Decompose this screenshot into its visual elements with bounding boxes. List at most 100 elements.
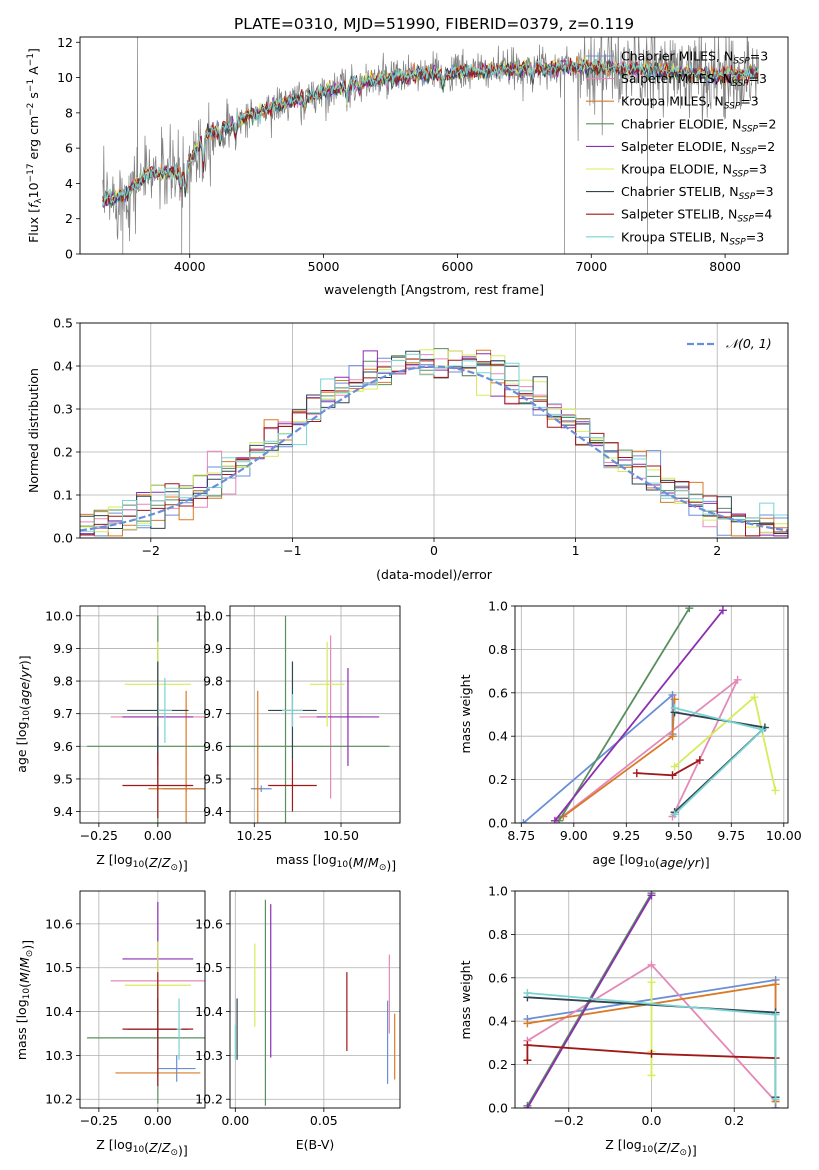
series-marker-salpeter_stelib (695, 756, 704, 765)
label-part: Z [log (96, 852, 132, 867)
massweight_vs_age-panel: 8.75 9.00 9.25 9.50 9.75 10.00 0.0 0.2 0.4 0.6 0.8… (458, 599, 802, 871)
axes-frame (229, 605, 401, 824)
label-part: ⊙ (170, 863, 178, 873)
label-part: λ (34, 198, 44, 204)
legend: Chabrier MILES, NSSP=3 Salpeter MILES, N S… (586, 49, 776, 247)
label-part: SSP (732, 170, 749, 180)
y-tick-label: 1.0 (488, 884, 508, 899)
y-tick-label: 9.6 (53, 739, 73, 754)
y-tick-label: 0.2 (53, 445, 73, 460)
histogram-kroupa_stelib (80, 353, 788, 532)
label-part: A (26, 66, 41, 79)
axes-frame (514, 605, 789, 824)
label-part: ( (655, 855, 660, 870)
spectrum-panel: 4000 5000 6000 7000 8000 0 2 4 6 8 10 12 wavelength … (26, 35, 789, 297)
series-marker-kroupa_stelib (670, 810, 679, 819)
age_vs_Z-panel: −0.25 0.009.49.59.69.79.89.910.0Z [log10(… (14, 605, 206, 873)
y-tick-label: 10.5 (45, 960, 73, 975)
series-marker-kroupa_stelib (771, 1010, 780, 1019)
y-tick-label: 0.1 (53, 488, 73, 503)
legend-label: Chabrier STELIB, NSSP=3 (621, 184, 774, 202)
series-line-salpeter_miles (556, 679, 739, 822)
label-part: Salpeter MILES, N (621, 71, 732, 86)
label-part: ⊙ (25, 950, 35, 958)
label-part: / (17, 677, 32, 682)
y-tick-label: 10.3 (45, 1048, 73, 1063)
series-line-salpeter_elodie (554, 609, 724, 822)
y-axis-label: age [log10(age/yr)] (14, 655, 32, 772)
label-part: / (364, 855, 369, 870)
y-tick-label: 10.6 (195, 916, 223, 931)
label-part: mass [log (14, 999, 29, 1060)
x-tick-label: 9.75 (717, 828, 745, 843)
x-tick-label: 10.25 (236, 828, 272, 843)
y-tick-label: 10.0 (45, 608, 73, 623)
label-part: M (368, 855, 379, 870)
y-tick-label: 9.4 (203, 804, 223, 819)
label-part: 10 (337, 860, 349, 870)
label-part: / (667, 1140, 672, 1155)
legend-label: Chabrier MILES, NSSP=3 (621, 49, 768, 67)
y-tick-label: 0.2 (488, 1057, 508, 1072)
plot-area (230, 615, 390, 823)
label-part: ( (653, 1140, 658, 1155)
label-part: =4 (754, 207, 772, 222)
x-axis-label: mass [log10(M/M⊙)] (276, 852, 396, 873)
y-tick-label: 0.3 (53, 402, 73, 417)
label-part: )] (178, 1143, 188, 1158)
label-part: )] (687, 1143, 697, 1158)
label-part: age (17, 682, 32, 706)
y-tick-label: 9.6 (203, 739, 223, 754)
label-part: −1 (26, 53, 36, 66)
label-part: age [log (592, 852, 643, 867)
label-part: =3 (749, 162, 767, 177)
series-marker-kroupa_miles (668, 732, 677, 741)
y-tick-label: 9.5 (53, 771, 73, 786)
y-tick-label: 9.9 (203, 641, 223, 656)
series-line-salpeter_stelib (526, 1044, 776, 1061)
label-part: =2 (757, 139, 775, 154)
y-axis-label: mass weight (458, 960, 473, 1039)
x-tick-label: 9.00 (560, 828, 588, 843)
figure-title: PLATE=0310, MJD=51990, FIBERID=0379, z=0… (234, 15, 634, 33)
series-line-kroupa_miles (562, 699, 676, 818)
x-tick-label: 9.25 (612, 828, 640, 843)
series-marker-salpeter_miles (733, 675, 742, 684)
label-part: erg cm (26, 116, 41, 164)
label-part: =3 (740, 94, 758, 109)
series-marker-salpeter_stelib (668, 771, 677, 780)
normal-curve (80, 365, 788, 532)
label-part: s (26, 92, 41, 103)
legend-label: Kroupa ELODIE, NSSP=3 (621, 162, 767, 180)
label-part: =3 (750, 49, 768, 64)
y-tick-label: 0.0 (53, 531, 73, 546)
x-axis-label: age [log10(age/yr)] (592, 852, 709, 870)
series-marker-salpeter_stelib (632, 769, 641, 778)
plot-area (102, 37, 759, 254)
label-part: −17 (26, 163, 36, 182)
legend-label: Kroupa STELIB, NSSP=3 (621, 229, 764, 247)
legend-label: Kroupa MILES, NSSP=3 (621, 94, 759, 112)
y-tick-label: 1.0 (488, 599, 508, 614)
label-part: Kroupa ELODIE, N (621, 162, 732, 177)
legend-label: Salpeter STELIB, NSSP=4 (621, 207, 772, 225)
y-tick-label: 12 (57, 35, 73, 50)
y-tick-label: 0.6 (488, 685, 508, 700)
x-tick-label: −2 (142, 543, 160, 558)
y-axis-label: mass [log10(M/M⊙)] (14, 940, 35, 1060)
mass_vs_ebv-panel: 0.00 0.05 10.2 10.3 10.4 10.5 10.6 E(B-V) (195, 890, 401, 1152)
plot-area (519, 606, 780, 823)
label-part: Kroupa MILES, N (621, 94, 724, 109)
x-tick-label: 8000 (709, 259, 741, 274)
label-part: 10 (133, 860, 145, 870)
series-marker-kroupa_elodie (771, 786, 780, 795)
x-tick-label: 8.75 (507, 828, 535, 843)
series-marker-salpeter_elodie (718, 606, 727, 615)
series-marker-salpeter_elodie (523, 1104, 532, 1108)
y-tick-label: 10.3 (195, 1048, 223, 1063)
y-axis-label: Flux [fλ10−17 erg cm−2 s−1 A−1] (26, 48, 44, 243)
label-part: mass [log (276, 852, 337, 867)
series-marker-salpeter_miles (647, 960, 656, 969)
